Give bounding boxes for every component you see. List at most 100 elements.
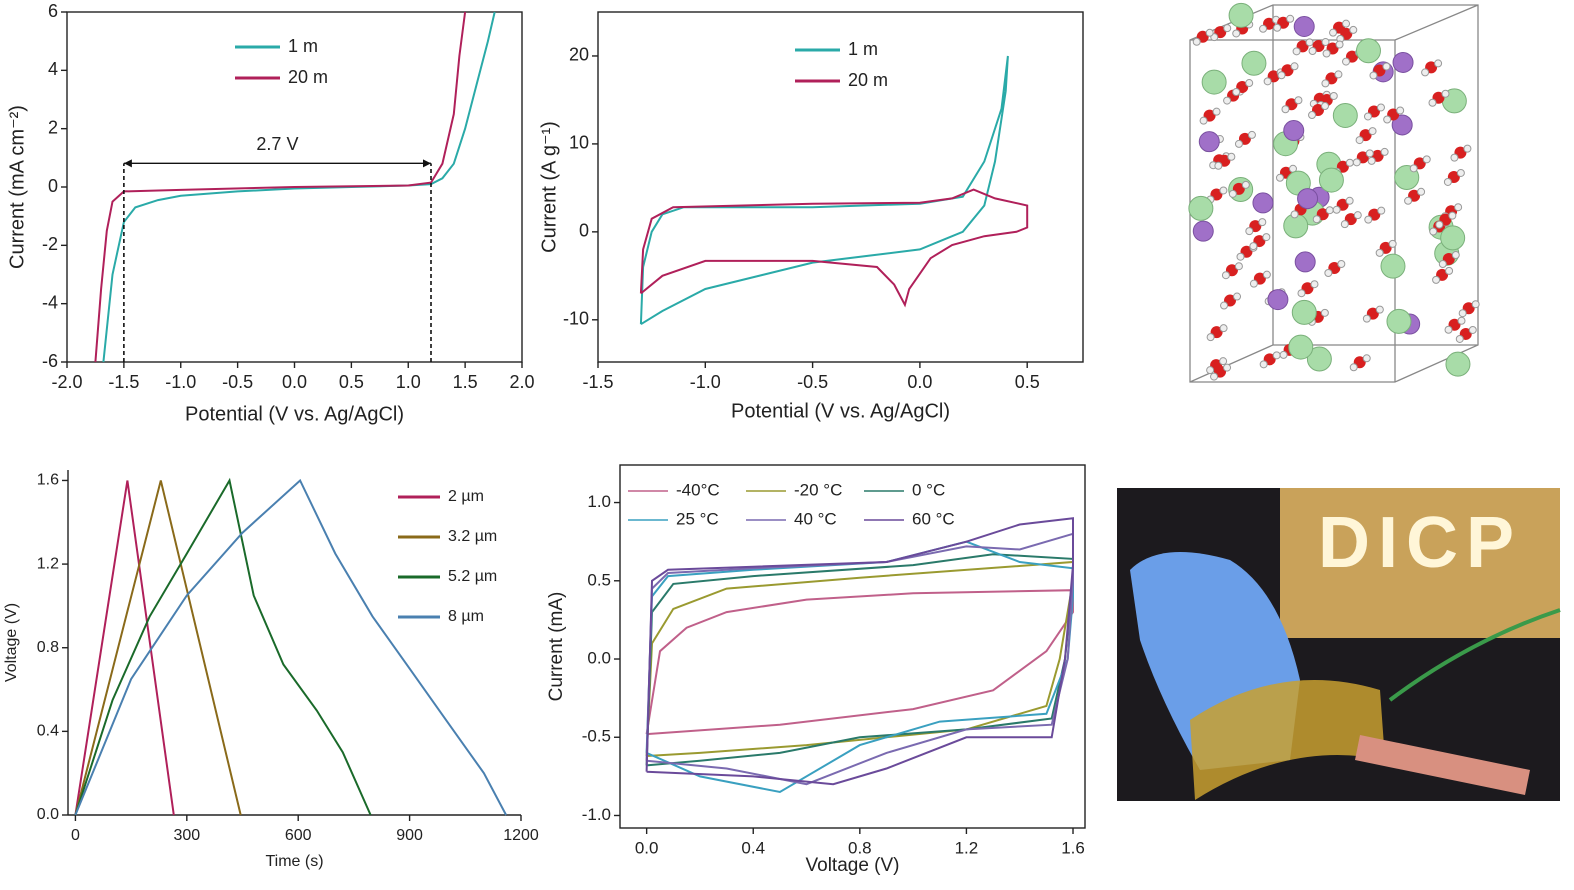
atom	[1396, 106, 1405, 115]
atom	[1329, 28, 1338, 37]
atom	[1421, 68, 1430, 77]
chart-panel: 0.0 0.4 0.8 1.2 1.6 -1.0 -0.5 0.0 0.5 1.0 Voltage …	[546, 464, 1086, 876]
atom	[1364, 215, 1373, 224]
atom	[1386, 308, 1412, 334]
atom	[1365, 149, 1374, 158]
y-tick-label: -1.0	[582, 805, 611, 824]
atom	[1308, 47, 1317, 56]
atom	[1340, 220, 1349, 229]
atom	[1383, 115, 1392, 124]
atom	[1438, 260, 1447, 269]
y-tick-label: 0.5	[587, 570, 611, 589]
annotation-text: 2.7 V	[256, 134, 298, 154]
atom	[1440, 225, 1466, 251]
atom	[1262, 233, 1271, 242]
atom	[1377, 206, 1386, 215]
chart-panel: -2.0 -1.5 -1.0 -0.5 0.0 0.5 1.0 1.5 2.0 -6 -4 -2 0 2 4…	[6, 1, 534, 426]
y-tick-label: 1.6	[37, 472, 59, 489]
chart-panel: -1.5 -1.0 -0.5 0.0 0.5 -10 0 10 20 Potential (V v…	[538, 11, 1084, 422]
y-tick-label: 0.8	[37, 639, 59, 656]
atom	[1451, 251, 1460, 260]
atom	[1297, 188, 1319, 210]
sign-board	[1280, 488, 1560, 638]
atom	[1349, 25, 1358, 34]
atom	[1294, 96, 1303, 105]
atom	[1471, 300, 1480, 309]
atom	[1380, 253, 1406, 279]
sign-text: DICP	[1318, 503, 1522, 583]
atom	[1198, 131, 1220, 153]
atom	[1441, 89, 1450, 98]
y-tick-label: 1.2	[37, 555, 59, 572]
x-tick-label: -1.5	[582, 372, 613, 392]
atom	[1329, 91, 1338, 100]
y-tick-label: 0	[48, 176, 58, 196]
atom	[1214, 161, 1223, 170]
unit-cell	[1189, 4, 1479, 383]
legend-label: 2 µm	[448, 488, 484, 505]
x-tick-label: 1.2	[955, 838, 979, 857]
x-tick-label: -0.5	[797, 372, 828, 392]
atom	[1293, 15, 1315, 37]
atom	[1345, 158, 1354, 167]
atom	[1308, 111, 1317, 120]
atom	[1259, 360, 1268, 369]
x-tick-label: 0.5	[339, 372, 364, 392]
atom	[1324, 269, 1333, 278]
copper-tape	[1355, 735, 1530, 795]
x-tick-label: 900	[396, 827, 423, 844]
atom	[1281, 105, 1290, 114]
atom	[1232, 88, 1241, 97]
atom	[1434, 59, 1443, 68]
atom	[1444, 325, 1453, 334]
data-line	[74, 480, 242, 816]
molecule-image	[1188, 2, 1480, 383]
atom	[1205, 28, 1214, 37]
atom	[1321, 79, 1330, 88]
y-axis-label: Current (A g⁻¹)	[538, 121, 560, 253]
atom	[1322, 49, 1331, 58]
atom	[1258, 218, 1267, 227]
data-line	[74, 478, 507, 816]
legend-label: 20 m	[288, 67, 328, 87]
atom	[1228, 2, 1254, 28]
x-tick-label: 0.0	[282, 372, 307, 392]
atom	[1388, 239, 1397, 248]
x-axis-label: Time (s)	[265, 853, 323, 870]
x-axis-label: Potential (V vs. Ag/AgCl)	[731, 400, 950, 422]
x-tick-label: 300	[173, 827, 200, 844]
atom	[1429, 227, 1438, 236]
atom	[1292, 47, 1301, 56]
atom	[1362, 314, 1371, 323]
legend-label: 25 °C	[676, 509, 719, 528]
atom	[1233, 292, 1242, 301]
legend-label: 1 m	[848, 39, 878, 59]
atom	[1404, 196, 1413, 205]
y-tick-label: -6	[42, 351, 58, 371]
data-line	[645, 532, 1074, 786]
atom	[1332, 102, 1358, 128]
atom	[1201, 69, 1227, 95]
y-tick-label: 0	[579, 221, 589, 241]
flexible-device	[1190, 680, 1385, 800]
x-tick-label: 1.0	[396, 372, 421, 392]
x-tick-label: 0.0	[635, 838, 659, 857]
atom	[1259, 24, 1268, 33]
legend-label: 1 m	[288, 36, 318, 56]
atom	[1275, 173, 1284, 182]
atom	[1252, 192, 1274, 214]
legend-label: 40 °C	[794, 509, 837, 528]
legend-label: 5.2 µm	[448, 568, 497, 585]
atom	[1445, 266, 1454, 275]
data-line	[639, 188, 1029, 308]
atom	[1306, 346, 1332, 372]
atom	[1455, 334, 1464, 343]
atom	[1355, 136, 1364, 145]
atom	[1363, 112, 1372, 121]
atom	[1432, 275, 1441, 284]
y-tick-label: -2	[42, 234, 58, 254]
plot-frame	[597, 11, 1084, 363]
atom	[1325, 206, 1334, 215]
atom	[1263, 77, 1272, 86]
atom	[1367, 156, 1376, 165]
